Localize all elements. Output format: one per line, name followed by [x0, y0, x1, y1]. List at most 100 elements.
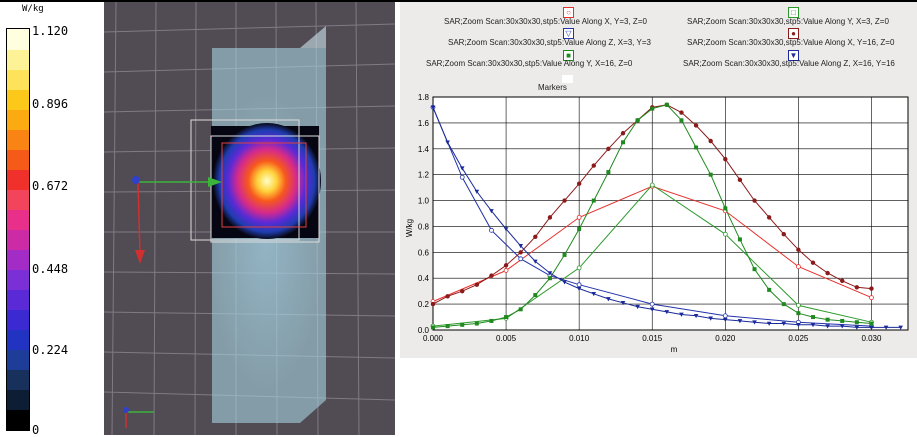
markers-swatch: [562, 75, 573, 83]
data-point: [474, 189, 480, 194]
data-point: [840, 278, 845, 284]
sar-3d-view[interactable]: [104, 2, 395, 435]
colorbar-segment: [7, 349, 29, 371]
colorbar-segment: [7, 109, 29, 130]
data-point: [898, 325, 903, 330]
colorbar-tick-label: 0.896: [32, 97, 69, 111]
data-point: [489, 273, 494, 278]
data-point: [562, 198, 567, 203]
legend-marker-filled-circle-icon: ●: [788, 28, 799, 39]
chart-series: [430, 102, 903, 330]
colorbar-tick-label: 0.672: [32, 179, 69, 193]
data-point: [503, 263, 509, 268]
colorbar-segment: [7, 129, 29, 150]
data-point: [693, 313, 699, 319]
x-tick-label: 0.025: [788, 334, 809, 343]
data-point: [562, 252, 567, 257]
y-tick-label: 1.8: [418, 93, 430, 102]
colorbar-segment: [7, 289, 29, 311]
data-point: [621, 140, 625, 145]
y-tick-label: 1.6: [418, 119, 430, 128]
legend-label: SAR;Zoom Scan:30x30x30,stp5:Value Along …: [426, 59, 633, 68]
y-tick-label: 0.6: [418, 248, 430, 257]
data-point: [606, 297, 611, 302]
top-border: [0, 0, 917, 2]
data-point: [723, 206, 728, 211]
data-point: [445, 294, 450, 299]
data-point: [811, 315, 815, 320]
data-point: [869, 321, 874, 326]
axis-triad: [132, 176, 222, 264]
data-point: [562, 280, 567, 285]
data-point: [722, 231, 728, 237]
colorbar-segment: [7, 29, 29, 50]
data-point: [576, 214, 582, 220]
y-axis-label: W/kg: [405, 219, 414, 237]
data-point: [576, 286, 582, 291]
data-point: [781, 302, 786, 307]
colorbar-segment: [7, 149, 29, 170]
x-axis-label: m: [671, 345, 678, 354]
data-point: [781, 321, 787, 326]
data-point: [869, 286, 874, 291]
y-tick-label: 1.0: [418, 197, 430, 206]
data-point: [445, 140, 450, 145]
colorbar-segment: [7, 89, 29, 110]
colorbar-segment: [7, 169, 29, 190]
data-point: [576, 282, 582, 288]
data-point: [810, 260, 816, 265]
data-point: [635, 304, 640, 310]
data-point: [869, 295, 874, 301]
data-point: [752, 267, 757, 272]
colorbar-segment: [7, 369, 29, 391]
legend-marker-open-square-icon: □: [788, 7, 799, 18]
data-point: [693, 123, 699, 128]
data-point: [576, 265, 582, 271]
legend-label: SAR;Zoom Scan:30x30x30,stp5:Value Along …: [687, 17, 889, 26]
data-point: [649, 307, 655, 312]
sar-3d-scene: [104, 2, 395, 435]
data-point: [650, 106, 655, 111]
legend-label: SAR;Zoom Scan:30x30x30,stp5:Value Along …: [687, 38, 895, 47]
data-point: [591, 163, 596, 168]
data-point: [869, 325, 874, 330]
colorbar-tick-label: 0.224: [32, 343, 69, 357]
zoom-scan-box: [190, 119, 320, 243]
data-point: [445, 324, 450, 329]
data-point: [474, 282, 480, 287]
data-point: [533, 234, 538, 239]
data-point: [620, 131, 626, 136]
data-point: [825, 317, 830, 322]
x-tick-label: 0.020: [715, 334, 736, 343]
data-point: [781, 232, 786, 237]
data-point: [737, 319, 743, 324]
data-point: [854, 320, 859, 325]
data-point: [854, 285, 860, 290]
data-point: [825, 324, 830, 329]
data-point: [839, 324, 845, 329]
colorbar-segment: [7, 49, 29, 70]
series-line: [432, 107, 872, 327]
y-tick-label: 0.4: [418, 274, 430, 283]
colorbar-segment: [7, 249, 29, 271]
colorbar-segment: [7, 309, 29, 331]
data-point: [606, 170, 611, 175]
data-point: [810, 323, 816, 328]
data-point: [664, 102, 669, 107]
colorbar-segment: [7, 69, 29, 90]
data-point: [577, 227, 582, 232]
data-point: [430, 301, 436, 307]
data-point: [547, 271, 553, 276]
sar-hotspot: [213, 123, 321, 239]
data-point: [649, 182, 655, 188]
markers-label: Markers: [538, 83, 567, 92]
chart-axes: 0.0 0.2 0.4 0.6 0.8 1.0 1.2 1.4 1.6 1.8 0.000 0.005…: [418, 93, 882, 343]
data-point: [649, 301, 655, 307]
legend-marker-filled-square-icon: ■: [563, 50, 574, 61]
x-tick-label: 0.000: [423, 334, 444, 343]
data-point: [664, 310, 670, 315]
data-point: [533, 293, 538, 298]
colorbar-tick-label: 0: [32, 423, 40, 437]
data-point: [796, 323, 801, 328]
data-point: [533, 259, 538, 264]
